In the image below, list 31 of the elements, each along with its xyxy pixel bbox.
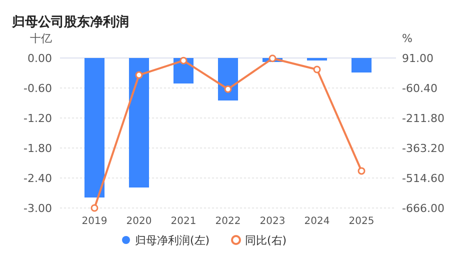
x-tick-label: 2023 (260, 216, 286, 227)
y-tick-label: 0.00 (28, 52, 52, 65)
x-tick-label: 2022 (215, 216, 241, 227)
y-tick-label: -0.60 (24, 82, 52, 95)
y-tick-label: -3.00 (24, 202, 52, 215)
point (358, 167, 366, 175)
y-tick-label: -2.40 (24, 172, 52, 185)
legend-label: 同比(右) (245, 234, 287, 247)
x-tick-label: 2019 (82, 216, 108, 227)
y2-tick-label: -666.00 (402, 202, 444, 215)
point (224, 85, 232, 93)
y2-tick-label: -363.20 (402, 142, 444, 155)
legend-label: 归母净利润(左) (135, 234, 210, 247)
y-tick-label: -1.80 (24, 142, 52, 155)
x-tick-label: 2020 (126, 216, 152, 227)
point (135, 71, 143, 79)
point (268, 54, 276, 62)
point (313, 66, 321, 74)
y2-tick-label: -211.80 (402, 112, 444, 125)
chart-title: 归母公司股东净利润 (11, 14, 129, 30)
point (180, 56, 188, 64)
point (90, 204, 98, 212)
y-tick-label: -1.20 (24, 112, 52, 125)
x-tick-label: 2021 (170, 216, 196, 227)
y2-tick-label: -514.60 (402, 172, 444, 185)
y2-tick-label: -60.40 (402, 82, 438, 95)
x-tick-label: 2025 (348, 216, 374, 227)
x-tick-label: 2024 (304, 216, 330, 227)
y2-tick-label: 91.00 (402, 52, 434, 65)
y2-axis-title: % (402, 32, 412, 45)
y-axis-title: 十亿 (30, 32, 52, 45)
